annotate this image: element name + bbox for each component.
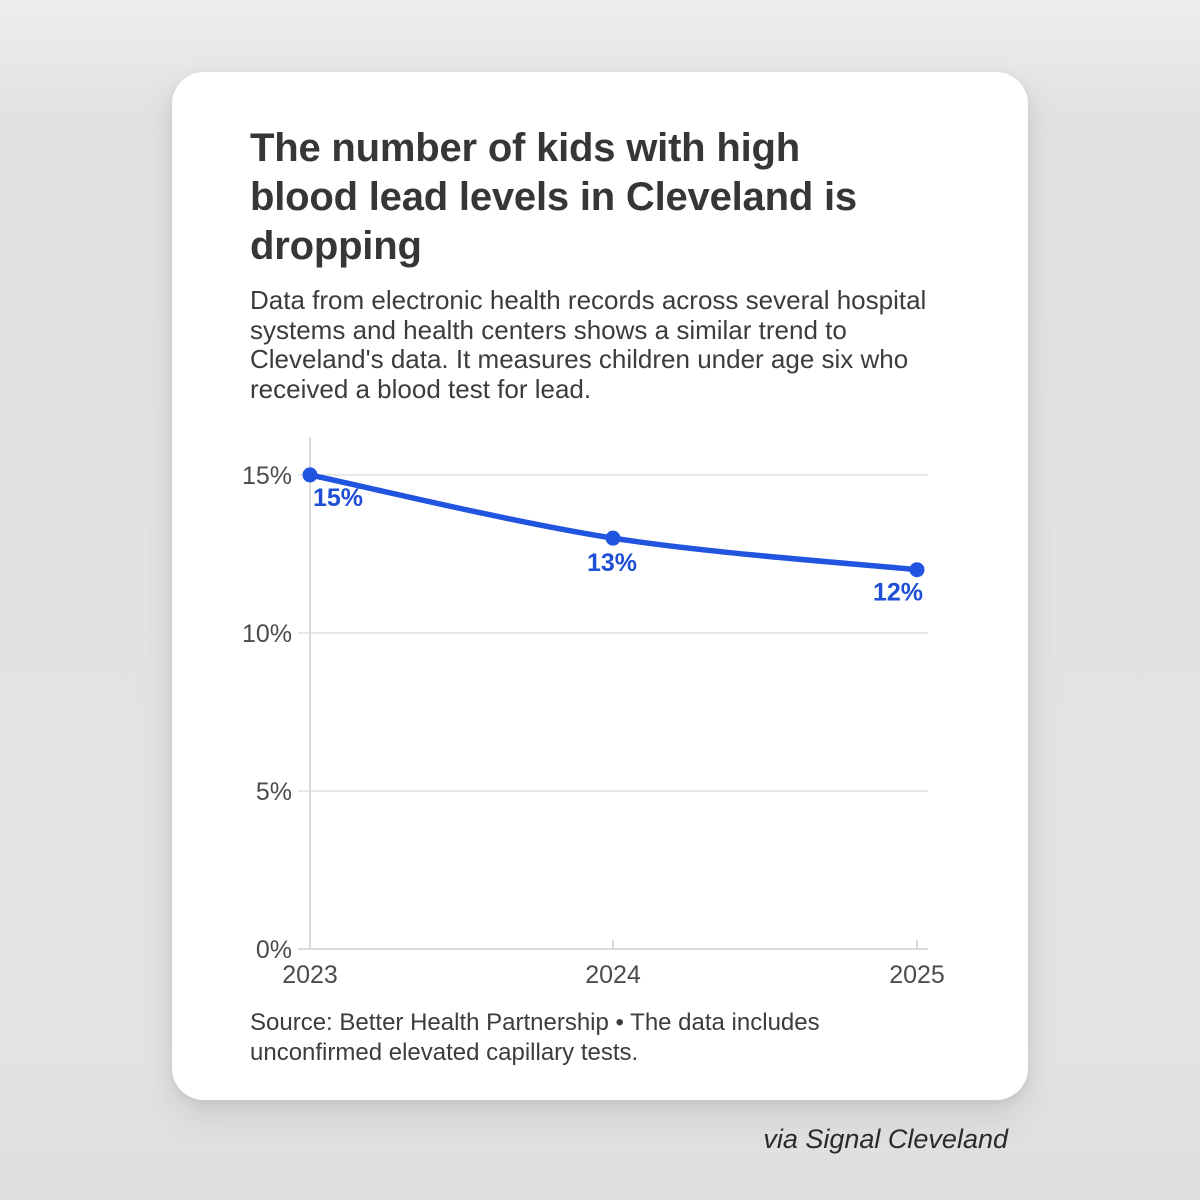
source-note: Source: Better Health Partnership • The … (250, 1009, 820, 1066)
y-tick-label: 15% (242, 462, 292, 490)
attribution: via Signal Cleveland (763, 1124, 1008, 1154)
chart-card: The number of kids with high blood lead … (172, 72, 1028, 1100)
data-point-label: 13% (587, 549, 637, 577)
data-point-label: 15% (313, 484, 363, 512)
y-tick-label: 10% (242, 620, 292, 648)
x-tick-label: 2025 (889, 961, 945, 989)
chart-title: The number of kids with high blood lead … (250, 126, 857, 268)
chart-subtitle: Data from electronic health records acro… (250, 285, 927, 404)
line-chart: 0% 5% 10% 15% 2023 2024 2025 15% 13% 12% (242, 437, 945, 989)
x-tick-label: 2023 (282, 961, 338, 989)
data-point-label: 12% (873, 579, 923, 607)
y-tick-label: 0% (256, 936, 292, 964)
data-point (605, 530, 621, 546)
data-point (302, 467, 318, 483)
data-point (909, 562, 925, 578)
x-tick-label: 2024 (585, 961, 641, 989)
y-tick-label: 5% (256, 778, 292, 806)
